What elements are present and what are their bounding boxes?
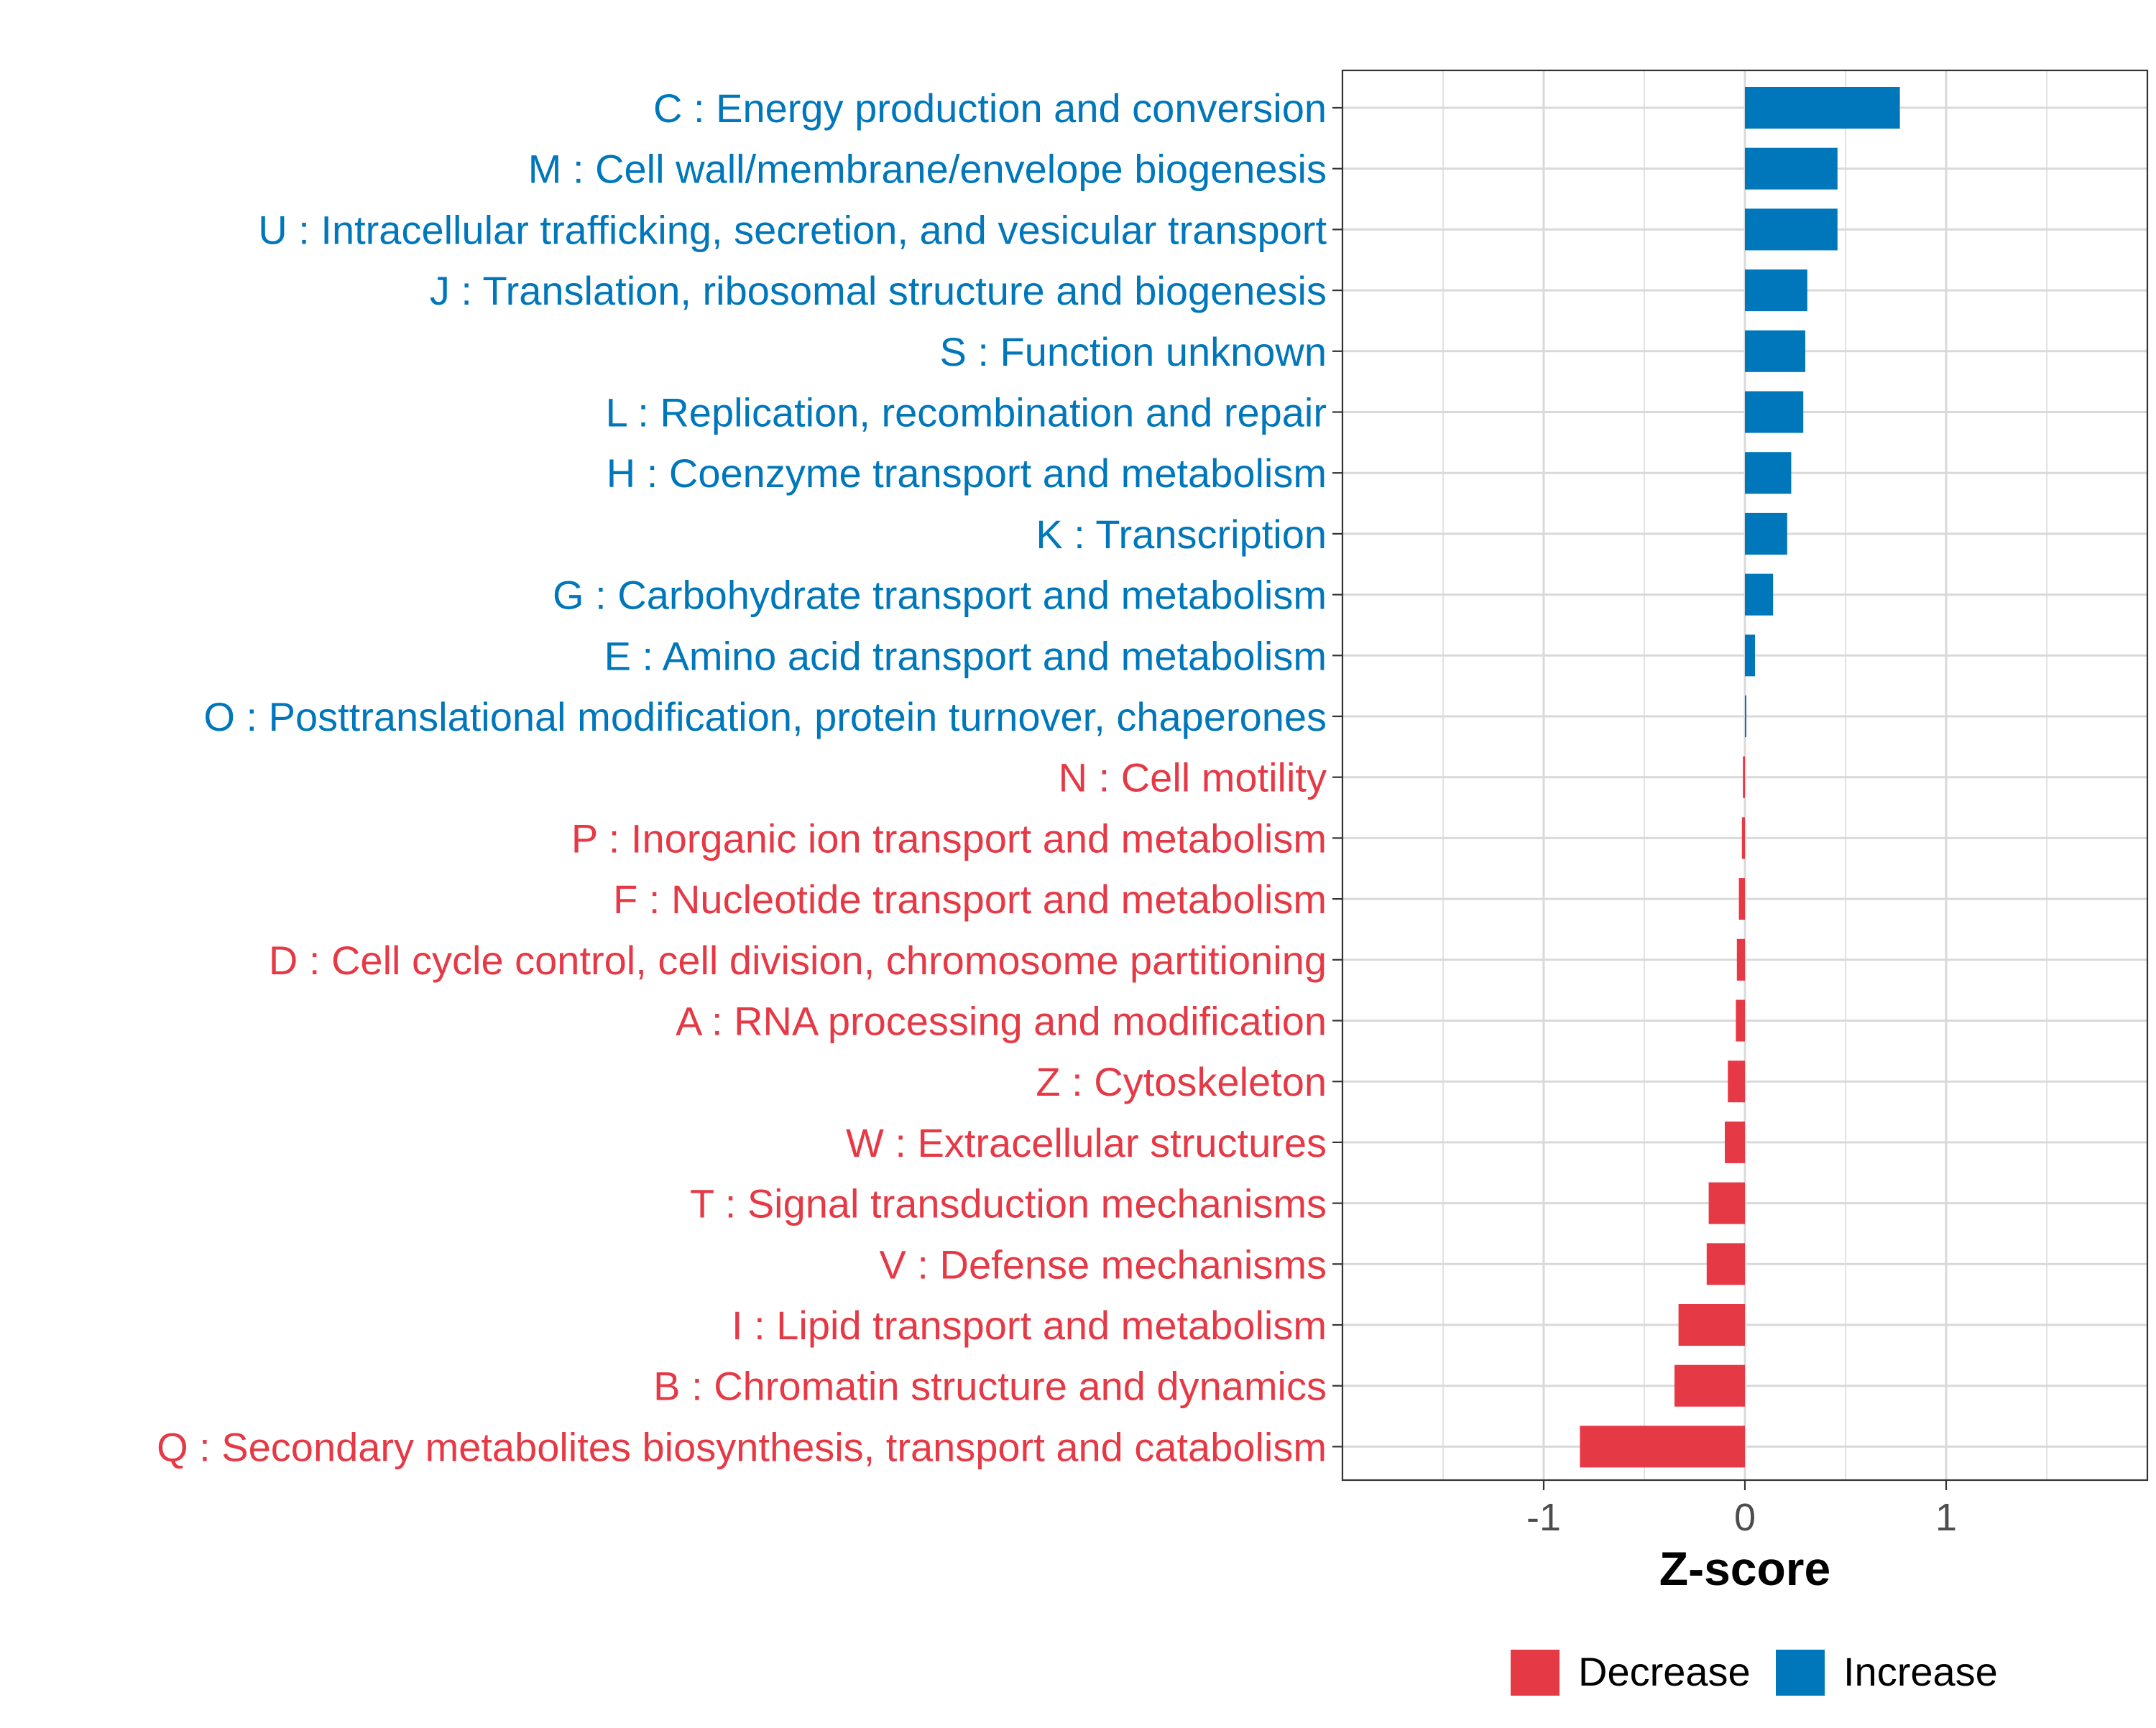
x-axis-title: Z-score (1659, 1542, 1830, 1595)
y-tick-label: L : Replication, recombination and repai… (606, 390, 1327, 435)
y-tick-label: C : Energy production and conversion (653, 86, 1327, 131)
y-tick-label: G : Carbohydrate transport and metabolis… (553, 573, 1327, 618)
y-tick-label: I : Lipid transport and metabolism (732, 1303, 1327, 1348)
bar (1745, 208, 1838, 251)
x-axis-ticks: -1 0 1 (1526, 1480, 1957, 1539)
y-tick-label: H : Coenzyme transport and metabolism (607, 451, 1327, 496)
y-tick-label: W : Extracellular structures (846, 1120, 1327, 1165)
y-axis-ticks (1332, 106, 1342, 1448)
y-tick-label: M : Cell wall/membrane/envelope biogenes… (528, 147, 1327, 192)
bar (1736, 999, 1745, 1042)
bar (1708, 1182, 1745, 1224)
bar (1745, 696, 1746, 737)
y-tick-label: E : Amino acid transport and metabolism (604, 633, 1327, 678)
bar (1745, 452, 1792, 494)
y-tick-label: U : Intracellular trafficking, secretion… (258, 207, 1327, 252)
x-tick-label: 0 (1734, 1496, 1756, 1539)
legend: Decrease Increase (1511, 1649, 1998, 1696)
y-axis-category-labels: C : Energy production and conversion M : … (157, 86, 1327, 1469)
bar (1745, 330, 1805, 372)
bar (1745, 634, 1755, 677)
y-tick-label: P : Inorganic ion transport and metaboli… (571, 816, 1327, 861)
bar (1678, 1304, 1745, 1346)
y-tick-label: Z : Cytoskeleton (1036, 1059, 1327, 1104)
legend-label-decrease: Decrease (1578, 1649, 1751, 1694)
y-tick-label: F : Nucleotide transport and metabolism (613, 877, 1327, 922)
y-tick-label: D : Cell cycle control, cell division, c… (269, 938, 1327, 983)
bar (1745, 512, 1787, 555)
y-tick-label: S : Function unknown (939, 329, 1327, 374)
bar (1743, 756, 1745, 798)
y-tick-label: N : Cell motility (1059, 755, 1327, 800)
bar-layer (1580, 87, 1900, 1468)
legend-swatch-increase (1776, 1650, 1825, 1696)
bar (1745, 147, 1838, 190)
bar (1706, 1243, 1745, 1285)
legend-label-increase: Increase (1843, 1649, 1998, 1694)
bar (1728, 1061, 1745, 1103)
y-tick-label: B : Chromatin structure and dynamics (653, 1364, 1327, 1409)
y-tick-label: O : Posttranslational modification, prot… (203, 694, 1327, 739)
x-tick-label: -1 (1526, 1496, 1561, 1539)
bar (1745, 391, 1804, 433)
y-tick-label: V : Defense mechanisms (880, 1242, 1327, 1287)
bar (1741, 817, 1745, 859)
bar (1745, 573, 1774, 616)
bar (1736, 938, 1745, 981)
bar (1725, 1121, 1745, 1163)
bar (1674, 1364, 1745, 1407)
bar (1745, 269, 1807, 312)
y-tick-label: K : Transcription (1036, 512, 1327, 557)
y-tick-label: T : Signal transduction mechanisms (690, 1181, 1327, 1226)
bar (1745, 87, 1900, 129)
bar (1580, 1426, 1745, 1468)
x-tick-label: 1 (1935, 1496, 1957, 1539)
y-tick-label: J : Translation, ribosomal structure and… (430, 268, 1327, 313)
legend-swatch-decrease (1511, 1650, 1560, 1696)
y-tick-label: A : RNA processing and modification (676, 999, 1327, 1044)
y-tick-label: Q : Secondary metabolites biosynthesis, … (157, 1424, 1327, 1469)
bar (1738, 878, 1745, 920)
